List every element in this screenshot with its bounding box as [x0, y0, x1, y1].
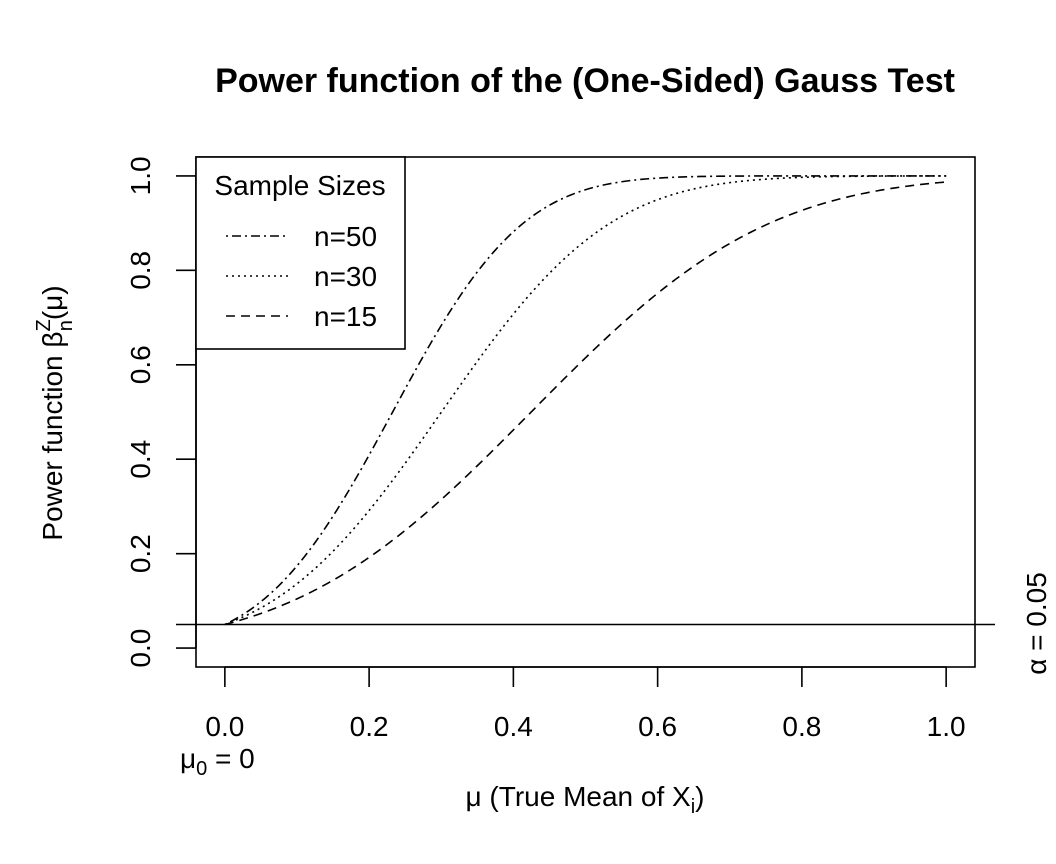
y-tick-label: 1.0	[125, 156, 156, 195]
x-tick-label: 0.2	[350, 711, 389, 742]
alpha-label: α = 0.05	[1021, 572, 1052, 675]
series-line-n=30	[224, 175, 947, 626]
series-line-n=15	[224, 181, 947, 626]
legend-box	[195, 156, 406, 350]
series-line-n=50	[224, 175, 947, 626]
x-tick-label: 0.0	[205, 711, 244, 742]
chart-title: Power function of the (One-Sided) Gauss …	[215, 62, 955, 100]
legend-entry: n=30	[314, 261, 377, 292]
x-tick-label: 0.4	[494, 711, 533, 742]
y-axis-label: Power function βZn(μ)	[33, 285, 77, 540]
x-axis-label: μ (True Mean of Xi)	[466, 781, 705, 818]
legend-entry: n=50	[314, 221, 377, 252]
y-tick-label: 0.8	[125, 251, 156, 290]
y-tick-label: 0.2	[125, 534, 156, 573]
x-axis: 0.0 0.2 0.4 0.6 0.8 1.0	[205, 666, 966, 742]
y-tick-label: 0.4	[125, 440, 156, 479]
x-tick-label: 1.0	[927, 711, 966, 742]
legend-title: Sample Sizes	[214, 170, 385, 201]
y-tick-label: 0.0	[125, 629, 156, 668]
x-tick-label: 0.8	[782, 711, 821, 742]
series-layer	[224, 175, 947, 626]
y-axis: 0.0 0.2 0.4 0.6 0.8 1.0	[125, 156, 197, 668]
x-tick-label: 0.6	[638, 711, 677, 742]
y-tick-label: 0.6	[125, 345, 156, 384]
mu0-label: μ0 = 0	[180, 743, 255, 780]
legend-entry: n=15	[314, 301, 377, 332]
legend: Sample Sizes n=50 n=30 n=15	[195, 156, 406, 350]
